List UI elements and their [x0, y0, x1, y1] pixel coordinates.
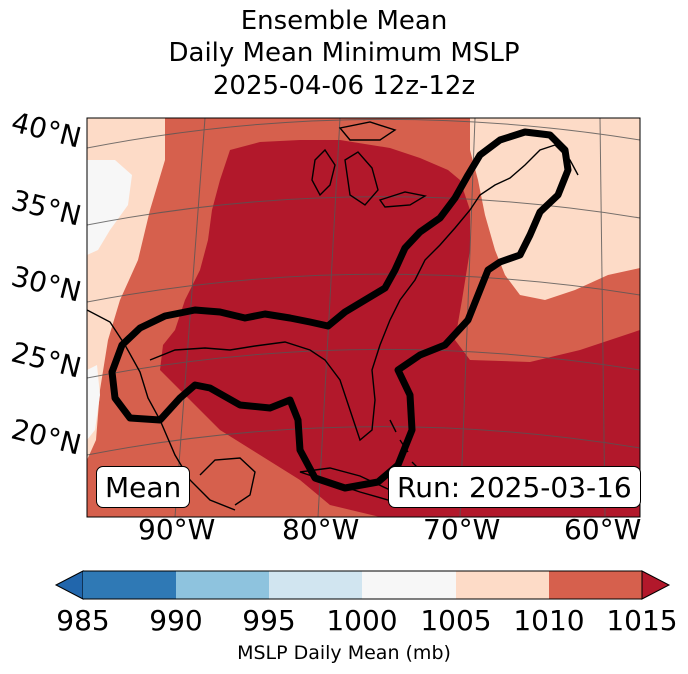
- lon-label-80w: 80°W: [282, 513, 360, 546]
- colorbar-tick-1015: 1015: [606, 604, 678, 637]
- colorbar-tick-985: 985: [56, 604, 110, 637]
- colorbar-bin-1005-1010: [456, 571, 549, 599]
- colorbar-bin-995-1000: [269, 571, 362, 599]
- graticule-90w: [174, 118, 206, 517]
- colorbar-tick-1005: 1005: [420, 604, 492, 637]
- colorbar-bin-1000-1005: [362, 571, 456, 599]
- run-date-box: Run: 2025-03-16: [388, 466, 641, 508]
- colorbar-tick-1000: 1000: [326, 604, 398, 637]
- graticule-60w: [599, 118, 606, 517]
- pressure-field-1000-1005-west: [87, 160, 132, 255]
- graticule-30n: [87, 273, 640, 303]
- pressure-field-1000-1005-southwest: [87, 365, 100, 440]
- ensemble-outline-contour: [108, 128, 572, 492]
- title-line-1: Ensemble Mean: [240, 6, 448, 36]
- lon-label-60w: 60°W: [564, 513, 642, 546]
- colorbar-bin-1010-1015: [549, 571, 642, 599]
- lon-label-90w: 90°W: [138, 513, 216, 546]
- graticule-35n: [87, 196, 640, 226]
- colorbar-outline: [83, 570, 642, 600]
- mean-label-box: Mean: [96, 466, 191, 508]
- pressure-field-1015-plus: [160, 140, 640, 517]
- colorbar-bin-990-995: [176, 571, 269, 599]
- colorbar-tick-995: 995: [242, 604, 296, 637]
- colorbar-extend-low: [54, 570, 84, 600]
- colorbar-bin-985-990: [83, 571, 176, 599]
- graticule-40n: [87, 118, 640, 149]
- graticule-25n: [87, 348, 640, 379]
- graticule-80w: [317, 118, 341, 517]
- colorbar-tick-1010: 1010: [513, 604, 585, 637]
- title-line-3: 2025-04-06 12z-12z: [212, 71, 476, 101]
- title-line-2: Daily Mean Minimum MSLP: [168, 38, 520, 68]
- coastline-gulf: [87, 144, 579, 511]
- map-frame: [86, 117, 641, 518]
- lon-label-70w: 70°W: [423, 513, 501, 546]
- coastline-great-lakes: [311, 121, 427, 208]
- coastline-yucatan: [199, 457, 256, 506]
- colorbar-extend-high: [641, 570, 671, 600]
- colorbar-label: MSLP Daily Mean (mb): [237, 642, 451, 664]
- colorbar-tick-990: 990: [149, 604, 203, 637]
- graticule-20n: [87, 426, 640, 456]
